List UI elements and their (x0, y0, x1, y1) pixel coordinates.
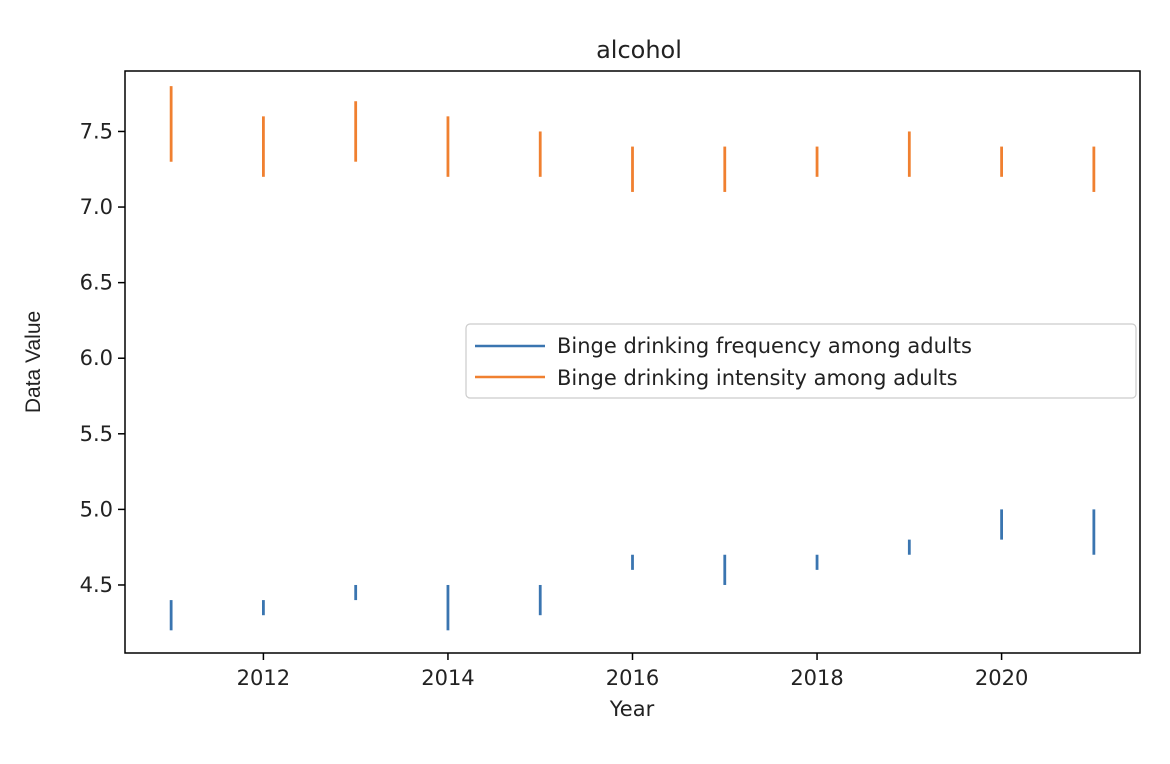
y-tick-label: 5.5 (80, 422, 113, 446)
chart-marks (169, 86, 1096, 631)
y-tick-label: 6.5 (80, 271, 113, 295)
y-tick-label: 7.0 (80, 195, 113, 219)
legend-label-frequency: Binge drinking frequency among adults (557, 334, 972, 358)
series-0 (169, 509, 1096, 631)
y-tick-label: 4.5 (80, 573, 113, 597)
x-tick-label: 2018 (790, 666, 843, 690)
x-axis-title: Year (609, 697, 655, 721)
legend-label-intensity: Binge drinking intensity among adults (557, 366, 958, 390)
y-tick-label: 7.5 (80, 119, 113, 143)
y-tick-label: 6.0 (80, 346, 113, 370)
y-axis-title: Data Value (22, 311, 45, 413)
y-tick-label: 5.0 (80, 497, 113, 521)
x-tick-label: 2020 (975, 666, 1028, 690)
x-tick-label: 2014 (421, 666, 474, 690)
x-tick-label: 2012 (237, 666, 290, 690)
x-axis: 2012 2014 2016 2018 2020 (237, 653, 1028, 690)
y-axis: 4.5 5.0 5.5 6.0 6.5 7.0 7.5 (80, 119, 125, 597)
series-1 (169, 86, 1096, 192)
chart-title: alcohol (596, 36, 682, 64)
x-tick-label: 2016 (606, 666, 659, 690)
legend-box (465, 323, 1137, 399)
legend: Binge drinking frequency among adults Bi… (465, 323, 1137, 399)
